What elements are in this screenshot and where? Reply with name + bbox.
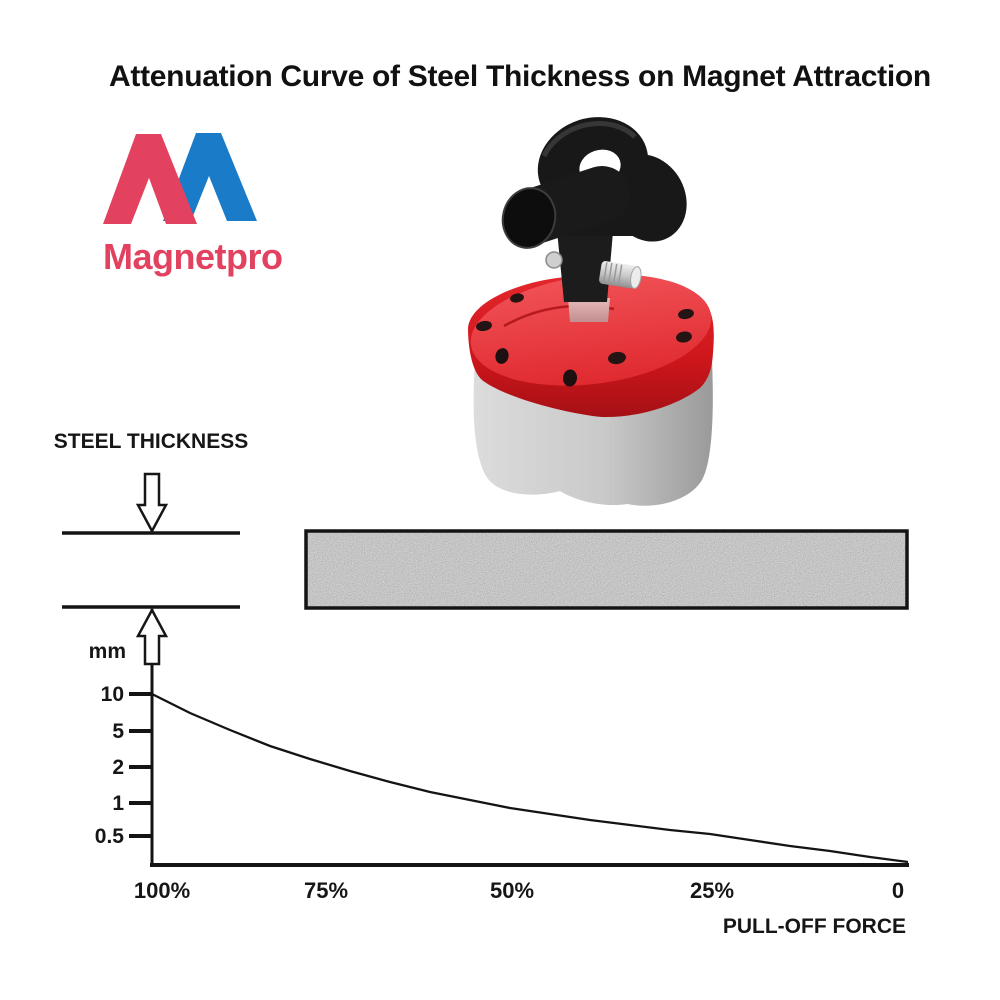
magnet-side-holes — [495, 348, 578, 387]
y-tick-label-05: 0.5 — [95, 825, 125, 848]
x-axis-title: PULL-OFF FORCE — [723, 915, 906, 938]
attenuation-curve — [151, 692, 909, 864]
x-tick-label-50: 50% — [490, 878, 534, 903]
magnet-collar — [568, 298, 610, 322]
magnet-product-image — [468, 117, 714, 506]
x-tick-label-75: 75% — [304, 878, 348, 903]
shackle-highlight — [541, 121, 637, 158]
steel-plate-bar-border — [304, 529, 909, 610]
y-tick-label-1: 1 — [112, 792, 124, 815]
magnet-red-top-face — [470, 274, 712, 386]
thickness-down-arrow — [135, 472, 169, 534]
thickness-up-arrow — [135, 607, 169, 666]
page-title: Attenuation Curve of Steel Thickness on … — [109, 60, 931, 93]
steel-plate-bar-texture — [307, 532, 906, 607]
x-tick-label-0: 0 — [892, 878, 904, 903]
magnet-knurled-pin — [599, 261, 642, 289]
magnet-left-screw — [545, 251, 563, 269]
steel-thickness-label: STEEL THICKNESS — [54, 430, 248, 453]
y-tick-label-2: 2 — [112, 756, 124, 779]
magnetpro-logo: Magnetpro — [103, 133, 283, 277]
y-tick-label-5: 5 — [112, 720, 124, 743]
logo-wordmark: Magnetpro — [103, 236, 283, 277]
x-tick-label-25: 25% — [690, 878, 734, 903]
y-tick-marks — [129, 692, 152, 838]
shackle-right-lobe — [607, 154, 687, 242]
logo-chevron-red — [103, 134, 197, 224]
magnet-top-bolt-holes — [476, 293, 694, 365]
shackle-pin-cap — [501, 187, 557, 249]
y-axis-unit-label: mm — [89, 640, 126, 663]
x-tick-label-100: 100% — [134, 878, 190, 903]
y-tick-label-10: 10 — [101, 683, 124, 706]
